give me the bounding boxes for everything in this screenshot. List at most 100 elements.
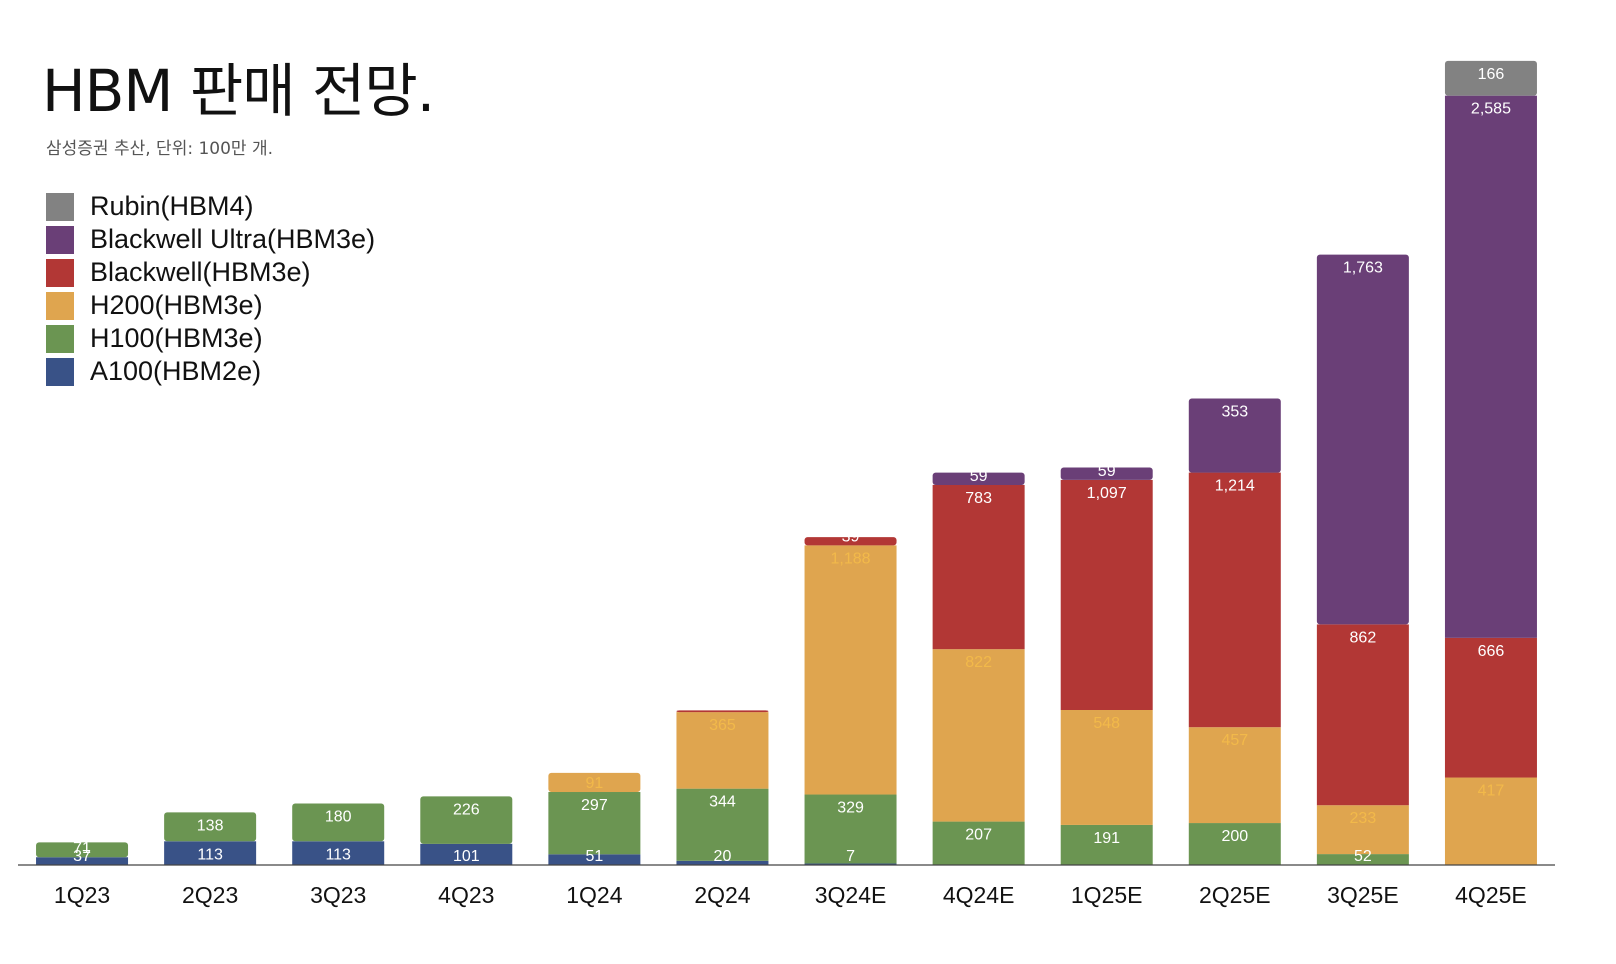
data-label-3Q25E-h200hbm3e: 233 [1350, 810, 1377, 827]
data-label-2Q24-h200hbm3e: 365 [709, 717, 736, 734]
data-label-3Q23-h100hbm3e: 180 [325, 809, 352, 826]
x-tick-label-1q24: 1Q24 [566, 882, 622, 908]
bar-segment-4Q25E-rubinhbm4 [1444, 60, 1537, 96]
data-label-1Q25E-blackwellultrahbm3e: 59 [1098, 463, 1116, 480]
x-tick-label-1q25e: 1Q25E [1071, 882, 1143, 908]
bar-segment-2Q23-h100hbm3e [164, 812, 257, 842]
data-label-1Q24-h100hbm3e: 297 [581, 797, 608, 814]
data-label-3Q24E-h200hbm3e: 1,188 [831, 550, 871, 567]
data-label-4Q24E-blackwellhbm3e: 783 [965, 490, 992, 507]
bar-segment-4Q24E-h200hbm3e [932, 649, 1025, 822]
bar-segment-2Q24-a100hbm2e [676, 860, 769, 865]
legend-item-blackwell: Blackwell(HBM3e) [46, 256, 375, 289]
data-label-3Q24E-blackwellhbm3e: 39 [842, 528, 860, 545]
legend-item-h100: H100(HBM3e) [46, 322, 375, 355]
legend-label-blackwell-ultra: Blackwell Ultra(HBM3e) [90, 224, 376, 254]
bar-segment-4Q25E-h200hbm3e [1444, 777, 1537, 865]
bar-segment-3Q25E-blackwellhbm3e [1316, 624, 1409, 806]
bar-segment-1Q25E-h100hbm3e [1060, 824, 1153, 865]
data-label-2Q24-a100hbm2e: 20 [714, 848, 732, 865]
bar-segment-4Q24E-blackwellultrahbm3e [932, 472, 1025, 485]
x-tick-label-2q23: 2Q23 [182, 882, 238, 908]
legend-swatch-blackwell [46, 258, 74, 287]
bar-segment-4Q25E-blackwellultrahbm3e [1444, 95, 1537, 638]
bar-segment-1Q23-h100hbm3e [36, 842, 129, 858]
x-tick-label-2q24: 2Q24 [694, 882, 750, 908]
data-label-4Q24E-h100hbm3e: 207 [965, 827, 992, 844]
data-label-1Q25E-h200hbm3e: 548 [1093, 715, 1120, 732]
bar-segment-2Q25E-h100hbm3e [1188, 823, 1281, 865]
bar-segment-3Q25E-h200hbm3e [1316, 805, 1409, 855]
data-label-4Q25E-rubinhbm4: 166 [1478, 66, 1505, 83]
x-tick-label-3q23: 3Q23 [310, 882, 366, 908]
chart-legend: Rubin(HBM4) Blackwell Ultra(HBM3e) Black… [46, 190, 375, 388]
data-label-2Q23-h100hbm3e: 138 [197, 817, 224, 834]
x-tick-label-4q24e: 4Q24E [943, 882, 1015, 908]
bar-segment-2Q25E-blackwellhbm3e [1188, 472, 1281, 728]
bar-segment-1Q24-h200hbm3e [548, 772, 641, 793]
data-label-2Q25E-blackwellhbm3e: 1,214 [1215, 478, 1255, 495]
legend-label-blackwell: Blackwell(HBM3e) [90, 257, 311, 287]
data-label-1Q25E-blackwellhbm3e: 1,097 [1087, 485, 1127, 502]
legend-label-h100: H100(HBM3e) [90, 323, 263, 353]
x-tick-label-4q25e: 4Q25E [1455, 882, 1527, 908]
bar-segment-3Q24E-a100hbm2e [804, 863, 897, 865]
data-label-4Q25E-blackwellhbm3e: 666 [1478, 643, 1505, 660]
data-label-3Q25E-blackwellhbm3e: 862 [1350, 629, 1377, 646]
legend-item-rubin: Rubin(HBM4) [46, 190, 375, 223]
bar-segment-1Q24-a100hbm2e [548, 854, 641, 865]
data-label-3Q23-a100hbm2e: 113 [325, 846, 351, 863]
data-label-4Q23-h100hbm3e: 226 [453, 801, 480, 818]
data-label-4Q25E-h200hbm3e: 417 [1478, 783, 1505, 800]
legend-swatch-a100 [46, 357, 74, 386]
data-label-4Q24E-blackwellultrahbm3e: 59 [970, 468, 988, 485]
data-label-2Q25E-h100hbm3e: 200 [1221, 828, 1248, 845]
data-label-2Q24-blackwellhbm3e: 8 [718, 695, 727, 712]
bar-segment-1Q25E-h200hbm3e [1060, 709, 1153, 825]
legend-label-rubin: Rubin(HBM4) [90, 191, 254, 221]
data-label-1Q23-a100hbm2e: 37 [73, 848, 91, 865]
data-label-1Q24-a100hbm2e: 51 [585, 848, 603, 865]
bar-segment-3Q24E-h200hbm3e [804, 545, 897, 795]
data-label-4Q24E-h200hbm3e: 822 [965, 654, 992, 671]
bar-segment-4Q23-a100hbm2e [420, 843, 513, 865]
x-tick-label-4q23: 4Q23 [438, 882, 494, 908]
data-label-1Q23-h100hbm3e: 71 [73, 840, 91, 857]
bar-segment-2Q24-blackwellhbm3e [676, 710, 769, 713]
bar-segment-3Q23-a100hbm2e [292, 841, 385, 865]
bar-segment-2Q24-h200hbm3e [676, 712, 769, 789]
data-label-2Q23-a100hbm2e: 113 [197, 846, 223, 863]
x-tick-label-3q25e: 3Q25E [1327, 882, 1399, 908]
data-label-3Q25E-h100hbm3e: 52 [1354, 848, 1372, 865]
bar-segment-2Q23-a100hbm2e [164, 841, 257, 865]
bar-segment-3Q25E-h100hbm3e [1316, 854, 1409, 865]
legend-item-h200: H200(HBM3e) [46, 289, 375, 322]
bar-segment-1Q25E-blackwellultrahbm3e [1060, 467, 1153, 480]
legend-item-blackwell-ultra: Blackwell Ultra(HBM3e) [46, 223, 375, 256]
page-title: HBM 판매 전망. [42, 57, 435, 125]
chart-subtitle: 삼성증권 추산, 단위: 100만 개. [46, 139, 273, 159]
data-label-3Q24E-h100hbm3e: 329 [837, 800, 864, 817]
legend-swatch-blackwell-ultra [46, 225, 74, 254]
bar-segment-3Q24E-h100hbm3e [804, 794, 897, 864]
data-label-1Q25E-h100hbm3e: 191 [1093, 830, 1120, 847]
bar-segment-4Q24E-h100hbm3e [932, 821, 1025, 865]
data-label-3Q25E-blackwellultrahbm3e: 1,763 [1343, 260, 1383, 277]
data-label-2Q24-h100hbm3e: 344 [709, 794, 736, 811]
data-label-1Q24-h200hbm3e: 91 [585, 775, 603, 792]
bar-segment-1Q24-h100hbm3e [548, 792, 641, 855]
bar-segment-4Q24E-blackwellhbm3e [932, 484, 1025, 650]
legend-swatch-h100 [46, 324, 74, 353]
bar-segment-4Q23-h100hbm3e [420, 796, 513, 844]
data-label-2Q25E-blackwellultrahbm3e: 353 [1221, 404, 1248, 421]
bar-segment-3Q23-h100hbm3e [292, 803, 385, 842]
data-label-2Q25E-h200hbm3e: 457 [1221, 732, 1248, 749]
data-label-4Q25E-blackwellultrahbm3e: 2,585 [1471, 101, 1511, 118]
x-tick-label-1q23: 1Q23 [54, 882, 110, 908]
bar-segment-1Q23-a100hbm2e [36, 857, 129, 865]
bar-segment-3Q24E-blackwellhbm3e [804, 537, 897, 546]
data-label-4Q23-a100hbm2e: 101 [453, 848, 480, 865]
data-label-3Q24E-a100hbm2e: 7 [846, 848, 855, 865]
bar-segment-2Q24-h100hbm3e [676, 788, 769, 861]
